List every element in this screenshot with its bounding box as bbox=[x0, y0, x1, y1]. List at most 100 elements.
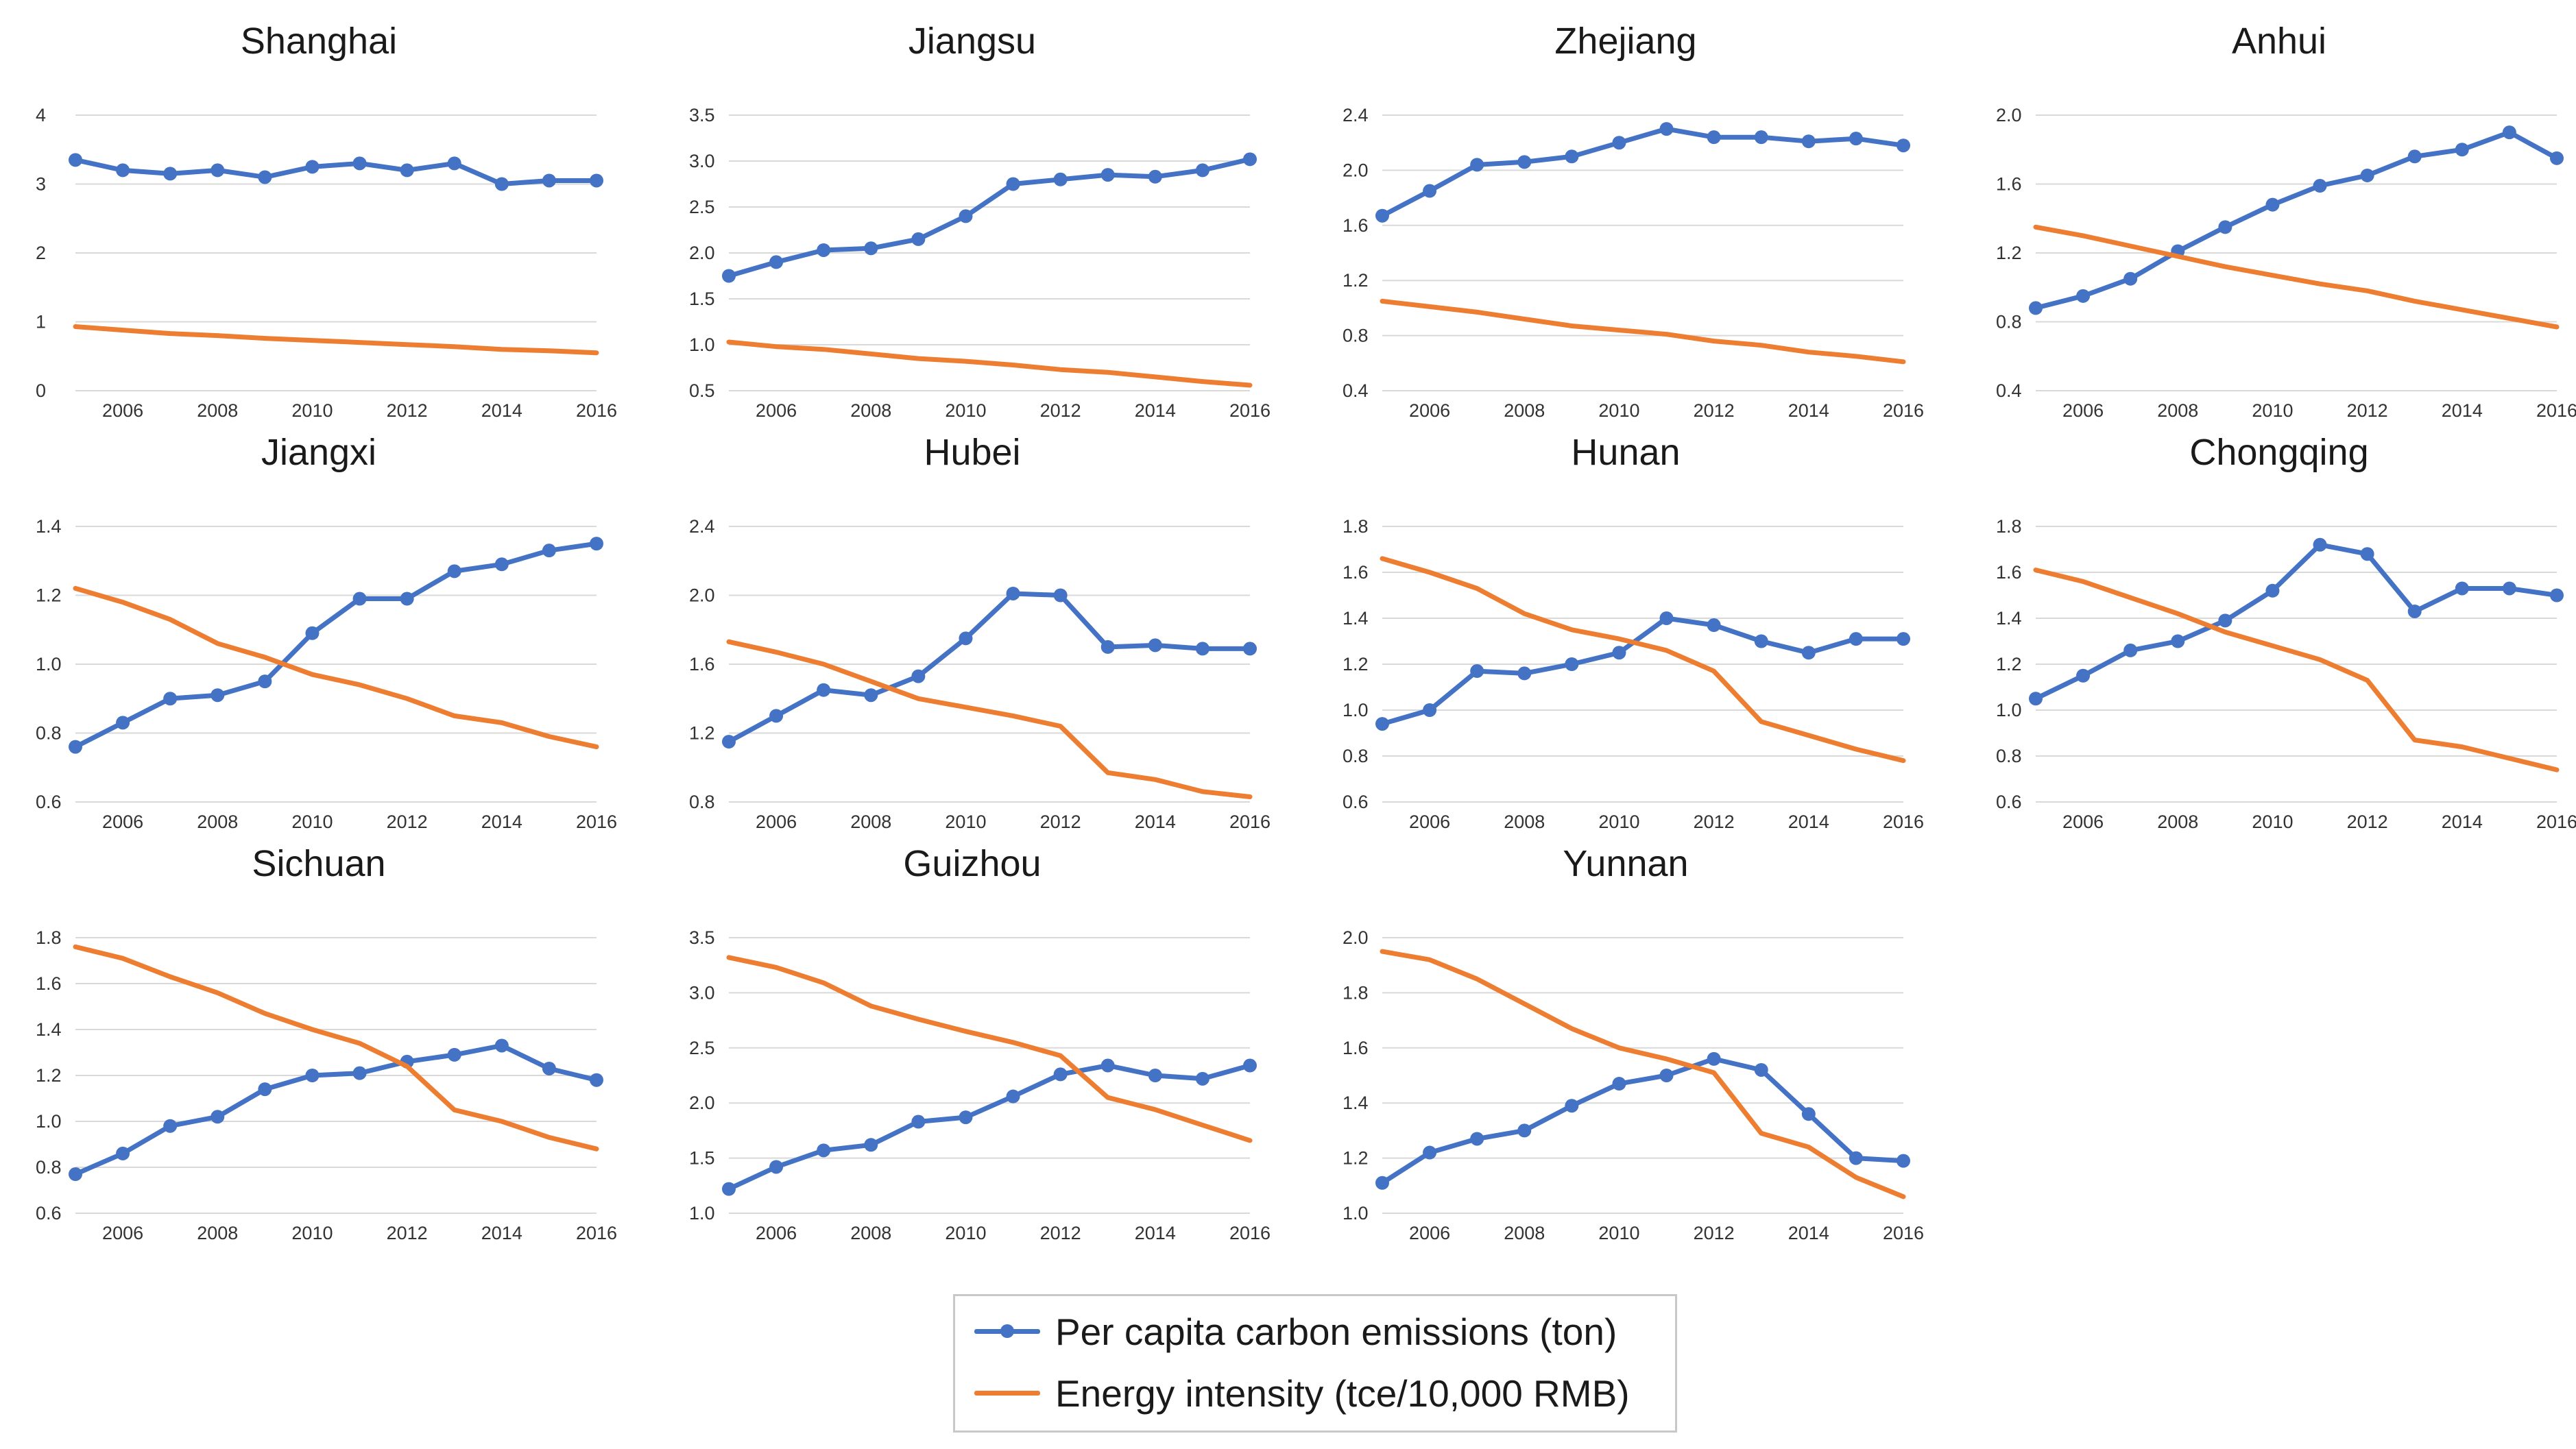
x-tick-label: 2010 bbox=[945, 400, 986, 421]
data-point-per-capita bbox=[116, 163, 130, 178]
x-tick-label: 2014 bbox=[481, 812, 522, 832]
data-point-per-capita bbox=[959, 209, 973, 223]
panel-jiangsu: Jiangsu 0.5 1.0 1.5 2.0 2.5 3.0 3.5 2006 2008 2010… bbox=[689, 21, 1271, 421]
series-line-per-capita-emissions bbox=[726, 156, 1253, 278]
data-point-per-capita bbox=[2123, 271, 2138, 286]
data-point-per-capita bbox=[1423, 184, 1437, 198]
data-point-per-capita bbox=[1801, 646, 1816, 660]
x-tick-label: 2014 bbox=[1788, 812, 1829, 832]
series-line-per-capita-emissions bbox=[726, 1063, 1253, 1192]
data-point-per-capita bbox=[2218, 613, 2232, 628]
x-tick-label: 2008 bbox=[197, 1223, 238, 1243]
x-tick-label: 2006 bbox=[756, 1223, 797, 1243]
series-line-energy-intensity bbox=[2033, 224, 2560, 330]
data-point-per-capita bbox=[258, 674, 272, 689]
data-point-per-capita bbox=[2502, 125, 2516, 140]
x-tick-label: 2012 bbox=[387, 1223, 428, 1243]
x-tick-label: 2010 bbox=[2252, 812, 2293, 832]
data-point-per-capita bbox=[1100, 640, 1115, 654]
data-point-per-capita bbox=[817, 243, 831, 257]
x-tick-label: 2006 bbox=[2062, 400, 2104, 421]
legend-label-energy-intensity: Energy intensity (tce/10,000 RMB) bbox=[1055, 1372, 1630, 1415]
data-point-per-capita bbox=[210, 688, 225, 703]
x-tick-label: 2008 bbox=[2157, 812, 2198, 832]
y-tick-label: 1.6 bbox=[36, 973, 62, 994]
y-tick-label: 4 bbox=[36, 105, 46, 125]
data-point-per-capita bbox=[1754, 1062, 1768, 1077]
data-point-per-capita bbox=[1375, 208, 1389, 223]
data-point-per-capita bbox=[1659, 611, 1674, 625]
legend-swatch-orange bbox=[974, 1391, 1040, 1396]
series-line-per-capita-emissions bbox=[1380, 126, 1906, 219]
data-point-per-capita bbox=[769, 1160, 784, 1174]
series-line-per-capita-emissions bbox=[1380, 1056, 1906, 1186]
y-tick-label: 1.0 bbox=[36, 654, 62, 674]
y-tick-label: 0.5 bbox=[689, 380, 715, 401]
data-point-per-capita bbox=[258, 170, 272, 184]
panel-sichuan: Sichuan 0.6 0.8 1.0 1.2 1.4 1.6 1.8 2006 2008 2010… bbox=[36, 843, 617, 1243]
data-point-per-capita bbox=[1423, 1145, 1437, 1160]
data-point-per-capita bbox=[1659, 1069, 1674, 1082]
x-tick-label: 2014 bbox=[1135, 812, 1176, 832]
data-point-per-capita bbox=[1707, 130, 1721, 145]
y-tick-label: 2.5 bbox=[689, 1038, 715, 1058]
data-point-per-capita bbox=[959, 631, 973, 646]
data-point-per-capita bbox=[1897, 1154, 1910, 1168]
data-point-per-capita bbox=[2407, 604, 2422, 618]
data-point-per-capita bbox=[494, 557, 509, 572]
data-point-per-capita bbox=[258, 1082, 272, 1097]
y-tick-label: 1.0 bbox=[689, 1203, 715, 1223]
data-point-per-capita bbox=[911, 669, 926, 683]
data-point-per-capita bbox=[1375, 1176, 1389, 1190]
x-tick-label: 2016 bbox=[1883, 812, 1924, 832]
panel-anhui: Anhui 0.4 0.8 1.2 1.6 2.0 2006 2008 2010 2012 2014… bbox=[1996, 21, 2576, 421]
data-point-per-capita bbox=[2076, 668, 2091, 683]
y-tick-label: 1.6 bbox=[1343, 562, 1369, 583]
panel-title-yunnan: Yunnan bbox=[1563, 843, 1688, 884]
data-point-per-capita bbox=[210, 1110, 225, 1124]
x-tick-label: 2006 bbox=[756, 812, 797, 832]
data-point-per-capita bbox=[494, 177, 509, 191]
y-tick-label: 1.8 bbox=[1343, 982, 1369, 1003]
data-point-per-capita bbox=[1148, 169, 1162, 184]
data-point-per-capita bbox=[864, 688, 878, 703]
data-point-per-capita bbox=[722, 269, 736, 283]
series-line-energy-intensity bbox=[73, 585, 599, 750]
x-tick-label: 2012 bbox=[387, 400, 428, 421]
y-tick-label: 0.8 bbox=[1996, 312, 2022, 332]
y-tick-label: 0.6 bbox=[36, 1203, 62, 1223]
y-tick-label: 1.6 bbox=[1343, 1038, 1369, 1058]
data-point-per-capita bbox=[769, 709, 784, 723]
data-point-per-capita bbox=[2550, 588, 2564, 602]
x-tick-label: 2012 bbox=[387, 812, 428, 832]
x-tick-label: 2012 bbox=[1040, 812, 1081, 832]
y-tick-label: 0.6 bbox=[36, 792, 62, 812]
x-tick-label: 2010 bbox=[291, 812, 333, 832]
panel-title-jiangxi: Jiangxi bbox=[261, 432, 376, 473]
y-tick-label: 0.8 bbox=[1343, 746, 1369, 766]
series-line-energy-intensity bbox=[1380, 298, 1906, 365]
y-tick-label: 1.2 bbox=[1996, 243, 2022, 263]
x-tick-label: 2014 bbox=[481, 1223, 522, 1243]
legend-entry-per-capita: Per capita carbon emissions (ton) bbox=[955, 1300, 1675, 1362]
data-point-per-capita bbox=[305, 626, 320, 640]
data-point-per-capita bbox=[1006, 177, 1020, 191]
data-point-per-capita bbox=[2265, 197, 2280, 212]
data-point-per-capita bbox=[2455, 143, 2469, 157]
x-tick-label: 2008 bbox=[1504, 1223, 1545, 1243]
data-point-per-capita bbox=[305, 160, 320, 174]
y-tick-label: 0.4 bbox=[1996, 380, 2022, 401]
x-tick-label: 2006 bbox=[756, 400, 797, 421]
x-tick-label: 2012 bbox=[1694, 1223, 1735, 1243]
data-point-per-capita bbox=[864, 1138, 878, 1152]
series-line-per-capita-emissions bbox=[73, 541, 599, 750]
y-tick-label: 1.4 bbox=[36, 1019, 62, 1040]
series-line-per-capita-emissions bbox=[1380, 616, 1906, 727]
y-tick-label: 1.6 bbox=[1996, 174, 2022, 195]
y-tick-label: 1.5 bbox=[689, 289, 715, 309]
y-tick-label: 1.2 bbox=[689, 723, 715, 744]
y-tick-label: 2.0 bbox=[1343, 927, 1369, 948]
x-tick-label: 2010 bbox=[291, 1223, 333, 1243]
data-point-per-capita bbox=[210, 163, 225, 178]
y-tick-label: 2.0 bbox=[689, 585, 715, 606]
